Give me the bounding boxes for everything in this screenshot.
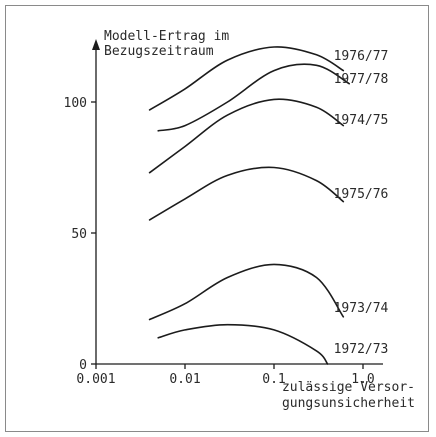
series-line-1976-77: [148, 46, 345, 111]
series-line-1974-75: [148, 98, 345, 174]
x-tick-label: 0.01: [169, 372, 200, 387]
y-tick-label: 100: [64, 96, 87, 111]
y-tick-label: 0: [79, 358, 87, 373]
labels: 0.001 0.01 0.1 1.0 0 50 100 Modell-Ertrag imBez…: [64, 29, 415, 411]
series-line-1973-74: [148, 263, 345, 321]
series-line-1977-78: [157, 63, 350, 132]
x-axis-title-line: zulässige Versor-: [282, 380, 415, 395]
chart-frame: 0.001 0.01 0.1 1.0 0 50 100 Modell-Ertrag im Bez…: [5, 5, 429, 432]
series-label-1974-75: 1974/75: [334, 113, 389, 128]
series-label-1975-76: 1975/76: [334, 187, 389, 202]
axes: [91, 39, 383, 369]
series-label-1976-77: 1976/77: [334, 49, 389, 64]
x-tick-label: 0.001: [76, 372, 115, 387]
series-label-1972-73: 1972/73: [334, 342, 389, 357]
y-tick-label: 50: [71, 227, 87, 242]
x-tick-label: 1.0: [351, 372, 374, 387]
y-axis-arrow-icon: [92, 39, 100, 50]
series-curves: [148, 46, 350, 365]
y-axis-title-line: Modell-Ertrag im: [104, 29, 229, 44]
x-tick-label: 0.1: [262, 372, 285, 387]
x-axis-title-line: gungsunsicherheit: [282, 396, 415, 411]
series-line-1972-73: [157, 323, 329, 365]
series-line-1975-76: [148, 166, 345, 221]
chart: 0.001 0.01 0.1 1.0 0 50 100 Modell-Ertrag imBez…: [64, 29, 415, 411]
y-axis-title-line: Bezugszeitraum: [104, 44, 214, 59]
series-label-1973-74: 1973/74: [334, 301, 389, 316]
series-label-1977-78: 1977/78: [334, 72, 389, 87]
